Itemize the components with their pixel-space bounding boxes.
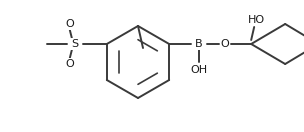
Text: O: O	[221, 39, 230, 49]
Text: O: O	[65, 19, 74, 29]
Text: HO: HO	[248, 15, 265, 25]
Text: B: B	[195, 39, 203, 49]
Text: S: S	[71, 39, 78, 49]
Text: O: O	[65, 59, 74, 69]
Text: OH: OH	[191, 65, 208, 75]
